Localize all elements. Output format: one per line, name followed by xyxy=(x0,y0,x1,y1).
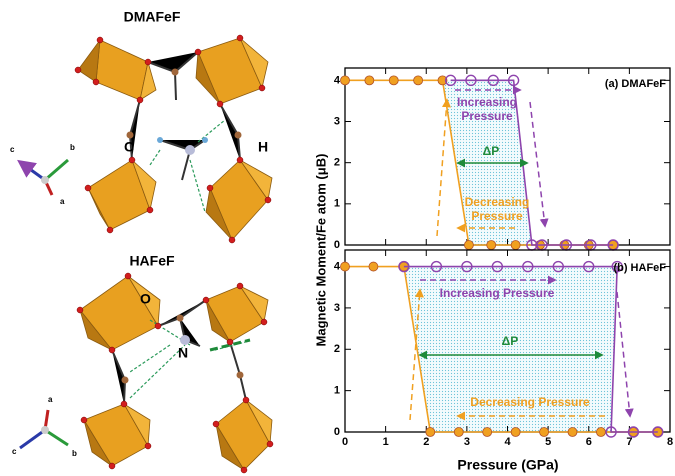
annotation: Increasing xyxy=(457,95,517,109)
atom-label: O xyxy=(140,291,151,307)
data-point xyxy=(364,75,375,86)
x-tick-label: 1 xyxy=(383,436,389,448)
structure-title: HAFeF xyxy=(129,253,175,269)
y-axis-label: Magnetic Moment/Fe atom (μB) xyxy=(313,154,328,347)
data-point xyxy=(425,427,436,437)
y-tick-label: 3 xyxy=(334,115,340,127)
axis-glyph-label: c xyxy=(10,145,15,154)
data-point xyxy=(652,426,664,438)
data-point xyxy=(611,260,623,273)
x-tick-label: 5 xyxy=(545,436,551,448)
y-tick-label: 0 xyxy=(334,239,340,251)
y-tick-label: 3 xyxy=(334,302,340,314)
atoms xyxy=(74,34,274,474)
data-point xyxy=(398,260,410,273)
data-point xyxy=(605,426,617,438)
data-point xyxy=(340,261,350,272)
atom-label: H xyxy=(258,139,268,155)
data-point xyxy=(413,75,424,86)
structure-title: DMAFeF xyxy=(124,9,181,25)
y-tick-label: 1 xyxy=(334,385,340,397)
y-tick-label: 2 xyxy=(334,157,340,169)
axis-glyph-label: b xyxy=(70,143,75,152)
data-point xyxy=(552,260,564,273)
octahedra xyxy=(77,37,273,471)
series-line xyxy=(450,79,614,246)
data-point xyxy=(510,427,521,437)
data-point xyxy=(567,427,578,437)
data-point xyxy=(437,75,448,86)
data-point xyxy=(368,261,379,272)
atom-label: N xyxy=(178,345,188,361)
data-point xyxy=(465,74,477,87)
panel-label: (b) HAFeF xyxy=(613,262,666,274)
data-point xyxy=(507,74,520,87)
x-axis-label: Pressure (GPa) xyxy=(457,457,558,473)
annotation: Decreasing Pressure xyxy=(470,395,590,409)
data-point xyxy=(627,426,640,438)
structures: DMAFeF C H c b a HAFeF O N a c b xyxy=(10,9,274,474)
axis-glyph-label: c xyxy=(12,447,17,456)
data-point xyxy=(491,260,504,273)
y-tick-label: 2 xyxy=(334,343,340,355)
data-point xyxy=(444,74,457,87)
y-tick-label: 4 xyxy=(334,260,341,272)
annotation: Pressure xyxy=(461,109,513,123)
data-point xyxy=(487,74,499,87)
axes-glyph xyxy=(17,158,69,450)
x-tick-label: 4 xyxy=(504,436,511,448)
data-point xyxy=(340,75,350,86)
x-tick-label: 2 xyxy=(423,436,429,448)
data-point xyxy=(430,260,443,273)
annotation: ΔP xyxy=(502,334,519,348)
y-tick-label: 4 xyxy=(334,74,341,86)
annotation: ΔP xyxy=(483,144,500,158)
axis-glyph-label: a xyxy=(60,197,65,206)
y-tick-label: 1 xyxy=(334,198,340,210)
y-tick-label: 0 xyxy=(334,426,340,438)
annotation: Pressure xyxy=(471,209,523,223)
atom-label: C xyxy=(124,139,134,155)
data-point xyxy=(596,427,606,437)
axis-glyph-label: a xyxy=(48,395,53,404)
x-tick-label: 0 xyxy=(342,436,348,448)
plots: 0 1 2 3 4 0 1 2 3 4 0 1 2 3 4 5 6 7 8 xyxy=(334,67,673,448)
annotations: (a) DMAFeF Increasing Pressure ΔP Decrea… xyxy=(440,78,667,409)
series-line xyxy=(403,265,658,433)
data-point xyxy=(482,427,493,437)
x-tick-label: 3 xyxy=(464,436,470,448)
annotation: Decreasing xyxy=(465,195,530,209)
data-point xyxy=(461,260,473,273)
data-point xyxy=(583,260,595,273)
x-tick-label: 8 xyxy=(667,436,673,448)
data-point xyxy=(510,240,521,250)
arrows xyxy=(409,85,634,421)
hysteresis-area xyxy=(403,266,618,432)
data-point xyxy=(388,75,399,86)
annotation: Increasing Pressure xyxy=(440,286,555,300)
data-point xyxy=(539,427,549,437)
x-tick-label: 7 xyxy=(626,436,632,448)
data-point xyxy=(453,427,464,437)
data-point xyxy=(486,240,497,250)
data-point xyxy=(522,260,534,273)
data-point xyxy=(464,240,474,250)
panel-label: (a) DMAFeF xyxy=(605,78,666,90)
axis-glyph-label: b xyxy=(72,449,77,458)
x-tick-label: 6 xyxy=(586,436,592,448)
